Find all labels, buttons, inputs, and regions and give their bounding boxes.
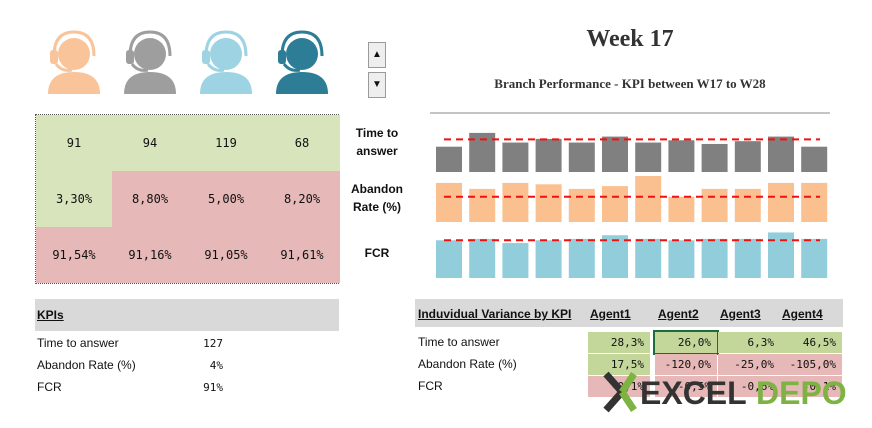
variance-header: Induvidual Variance by KPI Agent1 Agent2…	[415, 299, 843, 327]
chart-bar	[535, 240, 562, 278]
kpis-header: KPIs	[35, 299, 339, 331]
variance-col-agent1: Agent1	[590, 307, 631, 321]
chart-bar	[635, 142, 662, 172]
grid-cell: 91,54%	[36, 227, 112, 283]
agent4-headset-icon	[276, 30, 328, 94]
chart-bar	[734, 141, 761, 172]
variance-row-label: Time to answer	[418, 335, 500, 349]
row-label-abandon-rate: Abandon Rate (%)	[351, 182, 403, 214]
grid-cell: 91,16%	[112, 227, 188, 283]
chart-subtitle: Branch Performance - KPI between W17 to …	[494, 76, 766, 91]
week-up-button[interactable]: ▲	[368, 42, 386, 68]
variance-row-label: FCR	[418, 379, 443, 393]
logo-suffix: DEPO	[756, 375, 847, 411]
agent3-headset-icon	[200, 30, 252, 94]
variance-cell[interactable]: 26,0%	[653, 330, 719, 355]
chart-bar	[668, 196, 695, 222]
kpi-label: FCR	[37, 380, 62, 394]
page-title: Week 17	[586, 26, 674, 52]
chart-bar	[734, 188, 761, 222]
chart-bar	[801, 182, 828, 222]
chart-bar	[768, 182, 794, 222]
variance-cell: -25,0%	[718, 354, 780, 375]
chart-bar	[502, 243, 529, 278]
chart-bar	[436, 146, 462, 172]
chart-bar	[701, 143, 728, 172]
chart-bar	[469, 238, 496, 278]
week-down-button[interactable]: ▼	[368, 72, 386, 98]
kpi-label: Time to answer	[37, 336, 119, 350]
logo-prefix: EXCEL	[640, 375, 747, 411]
chart-bar	[801, 146, 828, 172]
grid-cell: 8,80%	[112, 171, 188, 227]
chart-bar	[602, 235, 628, 278]
chart-bar	[635, 176, 662, 222]
grid-cell: 119	[188, 115, 264, 171]
grid-cell: 91,61%	[264, 227, 340, 283]
agent1-headset-icon	[48, 30, 100, 94]
chart-bar	[701, 188, 728, 222]
row-label-time-to-answer: Time to answer	[355, 126, 399, 158]
variance-cell: 46,5%	[780, 332, 842, 353]
kpi-value: 4%	[209, 359, 223, 372]
chart-bar	[668, 240, 695, 278]
kpi-trend-charts	[430, 112, 830, 278]
agent2-headset-icon	[124, 30, 176, 94]
chart-bar	[568, 188, 595, 222]
grid-cell: 94	[112, 115, 188, 171]
chart-bar	[535, 138, 562, 172]
variance-col-agent3: Agent3	[720, 307, 761, 321]
variance-cell: -0,5%	[655, 376, 717, 397]
kpi-value: 127	[203, 337, 223, 350]
grid-cell: 91,05%	[188, 227, 264, 283]
kpi-label: Abandon Rate (%)	[37, 358, 136, 372]
grid-cell: 91	[36, 115, 112, 171]
chart-bar	[502, 142, 529, 172]
chart-bar	[436, 240, 462, 278]
chart-bar	[469, 188, 496, 222]
chart-bar	[502, 182, 529, 222]
variance-col-agent4: Agent4	[782, 307, 823, 321]
grid-cell: 8,20%	[264, 171, 340, 227]
grid-cell: 68	[264, 115, 340, 171]
chart-bar	[436, 182, 462, 222]
variance-col-agent2: Agent2	[658, 307, 699, 321]
variance-cell: 17,5%	[588, 354, 650, 375]
row-label-fcr: FCR	[364, 246, 390, 260]
variance-cell: -0,6%	[718, 376, 780, 397]
kpi-value: 91%	[203, 381, 223, 394]
variance-cell: 28,3%	[588, 332, 650, 353]
chart-bar	[801, 238, 828, 278]
exceldepo-logo: EXCEL DEPO	[603, 371, 847, 413]
kpis-header-label: KPIs	[37, 308, 64, 322]
variance-cell: -105,0%	[780, 354, 842, 375]
chart-bar	[635, 238, 662, 278]
variance-cell: -0,1%	[780, 376, 842, 397]
chart-bar	[768, 136, 794, 172]
variance-cell: -120,0%	[655, 354, 717, 375]
variance-cell: 6,3%	[718, 332, 780, 353]
chart-bar	[734, 238, 761, 278]
chart-bar	[701, 238, 728, 278]
chart-bar	[668, 140, 695, 172]
chart-bar	[535, 184, 562, 222]
variance-row-label: Abandon Rate (%)	[418, 357, 517, 371]
grid-cell: 5,00%	[188, 171, 264, 227]
grid-cell: 3,30%	[36, 171, 112, 227]
chart-bar	[602, 186, 628, 222]
chart-bar	[568, 142, 595, 172]
agent-kpi-grid: 91 94 119 68 3,30% 8,80% 5,00% 8,20% 91,…	[35, 114, 340, 284]
chart-bar	[602, 136, 628, 172]
chart-bar	[568, 238, 595, 278]
variance-header-label: Induvidual Variance by KPI	[418, 307, 572, 321]
